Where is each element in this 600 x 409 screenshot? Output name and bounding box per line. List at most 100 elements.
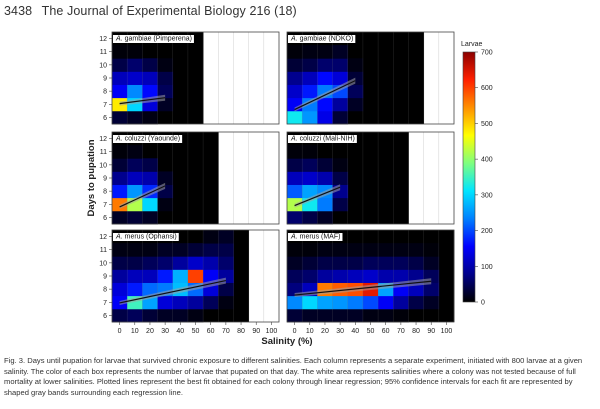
heatmap-cell <box>127 71 143 85</box>
heatmap-cell <box>317 171 333 185</box>
heatmap-cell <box>142 269 158 283</box>
heatmap-cell <box>378 243 394 257</box>
heatmap-cell <box>287 295 303 310</box>
heatmap-cell <box>142 110 158 125</box>
heatmap-cell <box>112 110 128 125</box>
heatmap-cell <box>287 158 303 172</box>
heatmap-panel: A. coluzzi (Mali-NIH) <box>286 131 455 225</box>
heatmap-cell <box>112 308 128 323</box>
y-axis-label: Days to pupation <box>86 139 97 216</box>
x-tick-label: 40 <box>176 328 184 335</box>
heatmap-cell <box>112 256 128 270</box>
heatmap-cell <box>157 256 174 270</box>
heatmap-cell <box>362 243 379 257</box>
panel-species: A. <box>290 136 298 143</box>
x-tick-label: 20 <box>321 328 329 335</box>
x-tick-label: 20 <box>146 328 154 335</box>
tested-column <box>393 32 409 124</box>
heatmap-cell <box>157 197 174 212</box>
heatmap-cell <box>218 243 234 257</box>
y-tick-label: 10 <box>99 62 107 69</box>
colorbar-tick-label: 100 <box>481 264 493 271</box>
heatmap-cell <box>408 256 425 270</box>
y-tick-label: 9 <box>103 176 107 183</box>
x-tick-label: 60 <box>382 328 390 335</box>
y-tick-label: 11 <box>100 247 107 254</box>
panel-species: A. <box>115 36 123 43</box>
heatmap-cell <box>203 269 219 283</box>
heatmap-cell <box>142 308 158 323</box>
heatmap-cell <box>157 58 174 72</box>
heatmap-cell <box>142 58 158 72</box>
panel-title-text: gambiae (NDKO) <box>300 36 354 43</box>
tested-column <box>347 132 364 224</box>
heatmap-cell <box>157 308 174 323</box>
heatmap-cell <box>317 295 333 310</box>
heatmap-cell <box>218 282 234 297</box>
tested-column <box>378 132 394 224</box>
heatmap-cell <box>187 243 204 257</box>
heatmap-panel: A. coluzzi (Yaounde) 6 7 8 9 10 11 12 <box>99 131 280 225</box>
heatmap-cell <box>347 84 364 99</box>
y-tick-label: 11 <box>100 149 107 156</box>
y-tick-label: 6 <box>103 215 107 222</box>
heatmap-cell <box>142 282 158 297</box>
heatmap-cell <box>127 171 143 185</box>
tested-column <box>203 132 219 224</box>
y-tick-label: 10 <box>99 260 107 267</box>
panel-title-text: coluzzi (Mali-NIH) <box>300 136 355 143</box>
x-axis-label: Salinity (%) <box>261 336 312 347</box>
x-tick-label: 70 <box>222 328 230 335</box>
panel-title-text: coluzzi (Yaounde) <box>125 136 181 143</box>
heatmap-cell <box>347 58 364 72</box>
colorbar-tick-label: 200 <box>481 228 493 235</box>
heatmap-cell <box>157 71 174 85</box>
heatmap-cell <box>157 84 174 99</box>
y-tick-label: 6 <box>103 115 107 122</box>
x-tick-label: 30 <box>336 328 344 335</box>
heatmap-cell <box>317 243 333 257</box>
heatmap-panel: A. gambiae (NDKO) <box>286 31 455 125</box>
heatmap-cell <box>378 308 394 323</box>
heatmap-cell <box>218 295 234 310</box>
heatmap-cell <box>142 71 158 85</box>
heatmap-cell <box>332 71 349 85</box>
colorbar-tick-label: 600 <box>481 85 493 92</box>
tested-column <box>408 32 425 124</box>
heatmap-cell <box>127 243 143 257</box>
y-tick-label: 10 <box>99 162 107 169</box>
heatmap-cell <box>302 243 318 257</box>
x-tick-label: 100 <box>441 328 453 335</box>
heatmap-cell <box>317 71 333 85</box>
heatmap-cell <box>362 269 379 283</box>
heatmap-cell <box>218 256 234 270</box>
heatmap-cell <box>287 210 303 225</box>
y-tick-label: 11 <box>100 49 107 56</box>
heatmap-cell <box>142 197 158 212</box>
y-tick-label: 7 <box>103 202 107 209</box>
heatmap-cell <box>287 58 303 72</box>
heatmap-cell <box>287 110 303 125</box>
panel-species: A. <box>290 36 298 43</box>
heatmap-cell <box>317 45 333 59</box>
heatmap-cell <box>157 171 174 185</box>
heatmap-cell <box>317 97 333 112</box>
regression-line <box>294 186 341 207</box>
heatmap-cell <box>302 145 318 159</box>
heatmap-cell <box>203 230 219 244</box>
regression-line <box>119 280 226 304</box>
colorbar-tick-label: 400 <box>481 157 493 164</box>
heatmap-cell <box>127 158 143 172</box>
heatmap-cell <box>127 84 143 99</box>
heatmap-panel: A. gambiae (Pimperena) 6 7 8 9 10 11 12 <box>99 31 280 125</box>
y-tick-label: 8 <box>103 89 107 96</box>
regression-line <box>294 280 432 296</box>
journal-title: The Journal of Experimental Biology 216 … <box>41 4 297 18</box>
regression-line <box>119 185 166 208</box>
panel-title: A. gambiae (NDKO) <box>290 36 353 43</box>
panel-title-text: merus (Ophansi) <box>125 234 177 241</box>
panel-title-background <box>288 135 357 143</box>
colorbar-tick-label: 700 <box>481 50 493 57</box>
heatmap-cell <box>112 58 128 72</box>
